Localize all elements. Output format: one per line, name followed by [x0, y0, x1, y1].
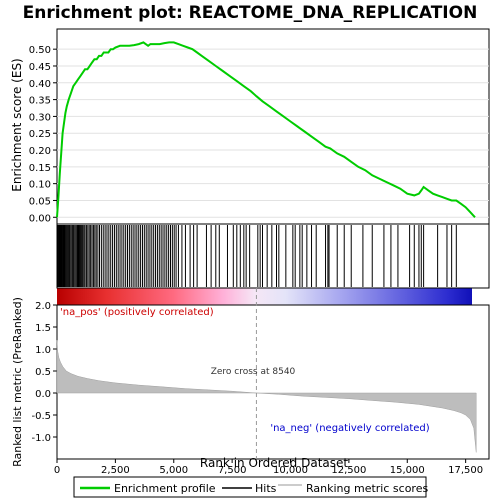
es-y-tick-label: 0.15	[29, 163, 51, 174]
es-panel-frame	[56, 28, 490, 225]
rank-y-axis-label: Ranked list metric (PreRanked)	[11, 297, 24, 467]
es-y-tick-label: 0.30	[29, 112, 51, 123]
es-y-tick-label: 0.50	[29, 45, 51, 56]
rank-y-tick-label: 1.5	[35, 323, 51, 334]
rank-y-tick-label: 0.5	[35, 367, 51, 378]
es-y-tick-label: 0.45	[29, 62, 51, 73]
legend-enrichment-label: Enrichment profile	[114, 482, 216, 495]
es-y-tick-label: 0.25	[29, 129, 51, 140]
rank-y-tick-label: 2.0	[35, 301, 51, 312]
es-y-tick-label: 0.00	[29, 213, 51, 224]
x-tick-label: 0	[54, 465, 60, 476]
rank-y-tick-label: -1.0	[31, 433, 51, 444]
rank-y-tick-label: 0.0	[35, 389, 51, 400]
rank-y-tick-label: -0.5	[31, 411, 51, 422]
rank-color-bar-tail	[472, 288, 489, 305]
es-y-tick-label: 0.20	[29, 146, 51, 157]
legend-hits-label: Hits	[255, 482, 277, 495]
x-tick-label: 2,500	[101, 465, 130, 476]
x-tick-label: 17,500	[448, 465, 483, 476]
x-tick-label: 12,500	[331, 465, 366, 476]
ranking-metric-area	[56, 340, 477, 453]
es-y-tick-label: 0.05	[29, 196, 51, 207]
es-y-axis-label: Enrichment score (ES)	[10, 58, 24, 191]
x-axis-label: Rank in Ordered Dataset	[200, 456, 348, 470]
rank-y-tick-label: 1.0	[35, 345, 51, 356]
enrichment-profile-line	[56, 41, 476, 218]
es-y-tick-label: 0.40	[29, 79, 51, 90]
legend-ranking-label: Ranking metric scores	[306, 482, 428, 495]
x-tick-label: 10,000	[273, 465, 308, 476]
legend-box	[73, 476, 427, 498]
chart-title: Enrichment plot: REACTOME_DNA_REPLICATIO…	[23, 3, 478, 23]
rank-panel-frame	[56, 304, 490, 460]
rank-color-bar	[57, 288, 472, 305]
es-y-tick-label: 0.10	[29, 180, 51, 191]
zero-cross-label: Zero cross at 8540	[211, 367, 296, 377]
x-tick-label: 7,500	[218, 465, 247, 476]
es-y-tick-label: 0.35	[29, 96, 51, 107]
negative-correlation-label: 'na_neg' (negatively correlated)	[270, 423, 429, 434]
x-tick-label: 5,000	[159, 465, 188, 476]
positive-correlation-label: 'na_pos' (positively correlated)	[60, 307, 214, 318]
x-tick-label: 15,000	[390, 465, 425, 476]
